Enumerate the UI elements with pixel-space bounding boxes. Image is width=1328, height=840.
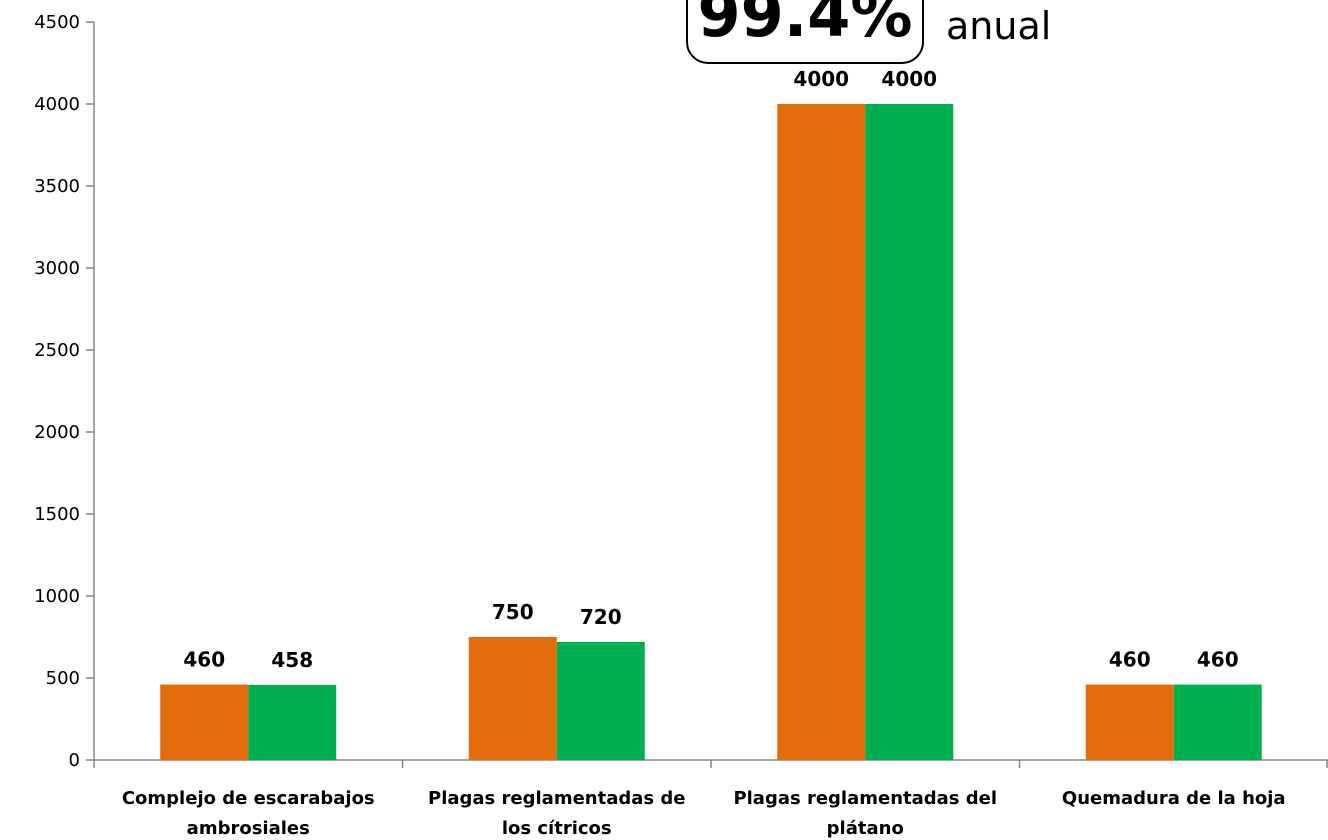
x-category-label-line: Quemadura de la hoja [1062,788,1286,809]
data-label: 750 [492,600,534,624]
x-category-label: Complejo de escarabajos ambrosiales [122,788,375,839]
y-tick-label: 0 [69,750,80,771]
y-tick-label: 1500 [34,504,80,525]
data-label: 458 [271,648,313,672]
y-tick-label: 4500 [34,12,80,33]
bar [468,637,557,760]
y-tick-label: 1000 [34,586,80,607]
x-category-label-line: Plagas reglamentadas del [733,788,997,809]
x-category-label-line: plátano [827,818,904,839]
x-category-label-line: los cítricos [502,818,612,839]
callout-value: 99.4% [697,0,913,51]
bar [248,684,337,760]
y-tick-label: 2000 [34,422,80,443]
x-category-label: Quemadura de la hoja [1062,788,1286,809]
bar [1173,684,1262,760]
x-category-label: Plagas reglamentadas de los cítricos [428,788,685,839]
y-tick-label: 500 [46,668,80,689]
x-category-label-line: ambrosiales [187,818,310,839]
callout-note: anual [946,4,1052,48]
bar [556,641,645,760]
y-tick-label: 2500 [34,340,80,361]
bar [1085,684,1174,760]
x-category-label-line: Plagas reglamentadas de [428,788,685,809]
y-tick-label: 3000 [34,258,80,279]
bar [777,104,866,760]
data-label: 720 [580,605,622,629]
y-tick-label: 4000 [34,94,80,115]
data-label: 460 [1109,648,1151,672]
y-tick-label: 3500 [34,176,80,197]
data-label: 460 [1197,648,1239,672]
bar [865,104,954,760]
x-category-label-line: Complejo de escarabajos [122,788,375,809]
data-label: 4000 [793,67,849,91]
callout-box: 99.4% [686,0,924,64]
data-label: 4000 [881,67,937,91]
bar [160,684,249,760]
x-category-label: Plagas reglamentadas del plátano [733,788,997,839]
data-label: 460 [183,648,225,672]
